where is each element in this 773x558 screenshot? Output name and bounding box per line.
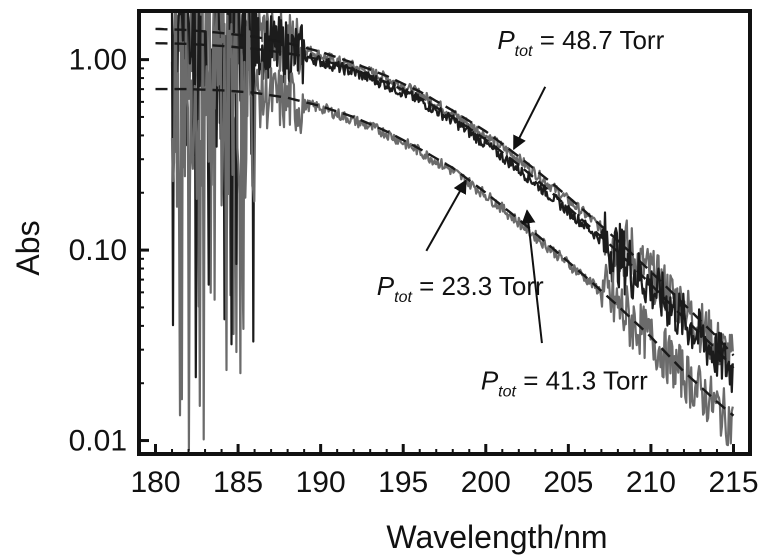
annotation-arrow (521, 209, 543, 344)
fit-curve-line (155, 42, 735, 369)
plot-frame (137, 9, 752, 456)
fit-curve-line (155, 87, 735, 417)
series-layer (155, 10, 735, 452)
measured-spectrum-line (170, 10, 734, 452)
labels-layer: 180 185 190 195 200 205 210 215 0.01 0.10 1.00 (69, 44, 759, 499)
x-tick-label: 205 (543, 466, 593, 499)
y-axis-title: Abs (10, 220, 46, 275)
annotation-arrow (512, 86, 547, 151)
y-tick-label: 0.10 (69, 234, 127, 267)
ticks-layer (139, 58, 735, 454)
pressure-annotation-label: Ptot = 23.3 Torr (377, 271, 544, 306)
pressure-annotation-label: Ptot = 41.3 Torr (481, 366, 648, 401)
x-tick-label: 190 (296, 466, 346, 499)
x-axis-title: Wavelength/nm (386, 519, 607, 555)
x-tick-label: 180 (130, 466, 180, 499)
y-tick-label: 1.00 (69, 44, 127, 77)
pressure-annotation-label: Ptot = 48.7 Torr (497, 25, 664, 60)
annotations-layer: Ptot = 48.7 Torr Ptot = 23.3 Torr Ptot = 4… (377, 25, 665, 401)
x-tick-label: 200 (461, 466, 511, 499)
x-tick-label: 210 (626, 466, 676, 499)
fit-curve-line (155, 27, 735, 357)
x-tick-label: 215 (708, 466, 758, 499)
y-tick-label: 0.01 (69, 425, 127, 458)
x-tick-label: 185 (213, 466, 263, 499)
annotation-arrow (425, 179, 467, 252)
x-tick-label: 195 (378, 466, 428, 499)
